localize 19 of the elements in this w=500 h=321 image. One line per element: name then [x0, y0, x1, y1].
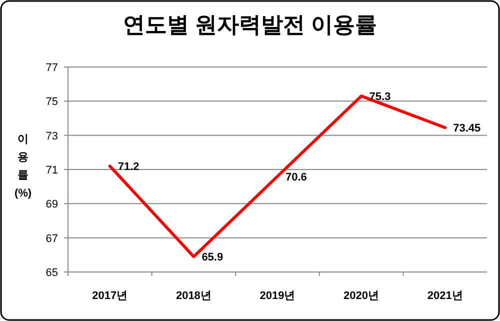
y-tick-label: 67: [46, 232, 58, 245]
y-axis-title: 이용률(%): [14, 134, 32, 200]
x-tick-label: 2019년: [260, 290, 296, 302]
x-tick-label: 2021년: [427, 290, 463, 302]
y-tick-label: 65: [46, 267, 58, 279]
data-label: 71.2: [118, 161, 140, 174]
y-tick-label: 73: [46, 130, 58, 142]
data-label: 75.3: [369, 91, 391, 104]
x-tick-label: 2018년: [176, 290, 212, 302]
data-label: 65.9: [202, 252, 224, 264]
chart-title: 연도별 원자력발전 이용률: [122, 12, 378, 37]
data-label: 70.6: [286, 171, 307, 184]
y-tick-label: 69: [46, 198, 58, 211]
y-tick-label: 77: [46, 62, 58, 74]
y-tick-label: 71: [46, 164, 58, 176]
data-label: 73.45: [453, 122, 481, 135]
y-tick-label: 75: [46, 96, 58, 108]
x-tick-label: 2020년: [344, 290, 380, 302]
x-tick-label: 2017년: [92, 290, 128, 302]
